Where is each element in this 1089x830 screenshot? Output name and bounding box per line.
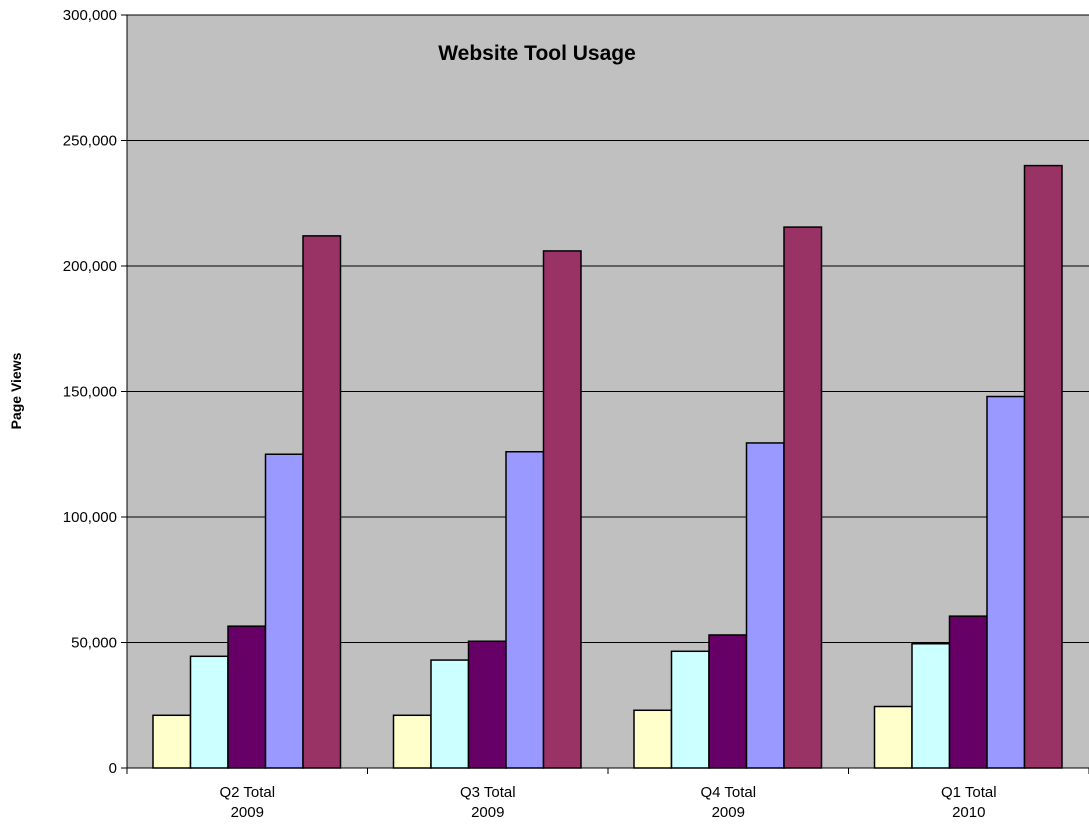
bar xyxy=(745,442,785,769)
bar xyxy=(152,714,192,769)
x-tick-label: Q1 Total 2010 xyxy=(941,784,997,821)
bar xyxy=(708,634,748,769)
x-tick-label: Q3 Total 2009 xyxy=(460,784,516,821)
y-tick-label: 0 xyxy=(109,760,117,777)
bar xyxy=(783,226,823,769)
y-tick-label: 150,000 xyxy=(63,384,117,401)
bar xyxy=(302,235,342,769)
bar xyxy=(505,450,545,769)
bar xyxy=(670,650,710,769)
bar xyxy=(1023,164,1063,769)
y-tick-label: 100,000 xyxy=(63,509,117,526)
bar xyxy=(392,714,432,769)
bar xyxy=(911,643,951,769)
bar xyxy=(227,625,267,769)
x-tick-label: Q2 Total 2009 xyxy=(219,784,275,821)
bar xyxy=(948,615,988,769)
y-axis-label: Page Views xyxy=(8,352,24,429)
bar xyxy=(873,705,913,769)
bar xyxy=(633,709,673,769)
y-tick-label: 200,000 xyxy=(63,258,117,275)
y-tick-label: 50,000 xyxy=(71,635,117,652)
bar xyxy=(986,395,1026,769)
bar xyxy=(189,655,229,769)
y-tick-label: 250,000 xyxy=(63,133,117,150)
bar xyxy=(542,250,582,769)
chart-title: Website Tool Usage xyxy=(438,42,636,65)
bar xyxy=(467,640,507,769)
bar xyxy=(264,453,304,769)
bar xyxy=(430,659,470,769)
y-tick-label: 300,000 xyxy=(63,7,117,24)
x-tick-label: Q4 Total 2009 xyxy=(700,784,756,821)
